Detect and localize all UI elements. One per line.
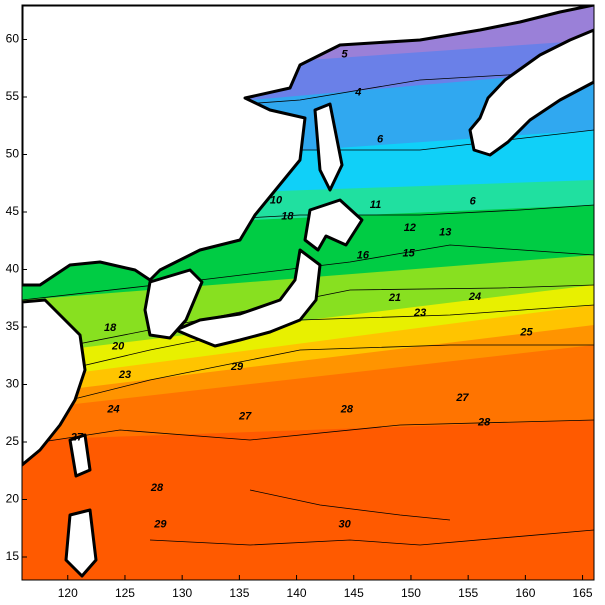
contour-label: 23 (413, 307, 426, 319)
y-tick-label: 30 (6, 377, 20, 391)
contour-label: 6 (470, 196, 477, 208)
contour-label: 28 (477, 416, 491, 428)
isotherm (149, 529, 594, 546)
contour-label: 24 (106, 404, 119, 416)
contour-label: 13 (439, 227, 451, 239)
contour-label: 30 (338, 519, 351, 531)
contour-label: 23 (118, 369, 131, 381)
contour-label: 28 (150, 482, 164, 494)
kamchatka (468, 28, 594, 157)
contour-label: 27 (455, 392, 469, 404)
x-tick-label: 130 (172, 586, 192, 600)
mainland (22, 5, 594, 287)
x-tick-label: 155 (458, 586, 478, 600)
isotherm (22, 284, 594, 356)
x-tick-label: 150 (401, 586, 421, 600)
x-tick-label: 120 (58, 586, 78, 600)
contour-label: 10 (270, 194, 283, 206)
y-tick-label: 50 (6, 147, 20, 161)
contour-label: 18 (281, 211, 294, 223)
luzon (64, 508, 98, 578)
x-tick-label: 160 (515, 586, 535, 600)
y-tick-label: 45 (6, 204, 20, 218)
taiwan (68, 433, 92, 478)
contour-label: 12 (404, 222, 416, 234)
contour-label: 24 (468, 291, 481, 303)
x-tick-label: 125 (115, 586, 135, 600)
y-tick-label: 60 (6, 32, 20, 46)
temperature-field (22, 5, 594, 580)
contour-label: 29 (153, 519, 167, 531)
contour-label: 20 (111, 340, 125, 352)
contour-label: 29 (230, 361, 244, 373)
contour-label: 27 (70, 431, 84, 443)
hokkaido (303, 198, 364, 252)
sakhalin (313, 102, 344, 192)
x-tick-label: 165 (573, 586, 593, 600)
y-tick-label: 55 (6, 89, 20, 103)
contour-label: 11 (370, 199, 381, 211)
contour-label: 21 (388, 292, 401, 304)
frame (21, 4, 595, 581)
x-tick-label: 135 (229, 586, 249, 600)
x-tick-label: 145 (344, 586, 364, 600)
contour-label: 5 (342, 48, 349, 60)
isotherm (22, 244, 594, 301)
y-tick-label: 40 (6, 262, 20, 276)
y-tick-label: 25 (6, 434, 20, 448)
honshu (174, 248, 322, 348)
china-coast (22, 298, 87, 467)
contour-label: 15 (403, 247, 416, 259)
contour-label: 16 (357, 250, 370, 262)
contour-label: 6 (377, 133, 384, 145)
contour-label: 18 (104, 322, 117, 334)
x-tick-label: 140 (287, 586, 307, 600)
contour-label: 4 (354, 86, 361, 98)
isotherm (22, 344, 594, 413)
y-tick-label: 20 (6, 492, 20, 506)
korea (143, 268, 204, 340)
y-tick-label: 15 (6, 549, 20, 563)
isotherm (22, 419, 594, 446)
contour-label: 28 (340, 404, 354, 416)
contour-label: 27 (238, 411, 252, 423)
contour-labels: 5 4 6 6 10 18 11 12 13 15 16 21 23 24 25 18 20 23 27 24 29 27… (70, 48, 534, 530)
isotherm (249, 489, 451, 521)
y-tick-label: 35 (6, 319, 20, 333)
contour-label: 25 (519, 327, 533, 339)
